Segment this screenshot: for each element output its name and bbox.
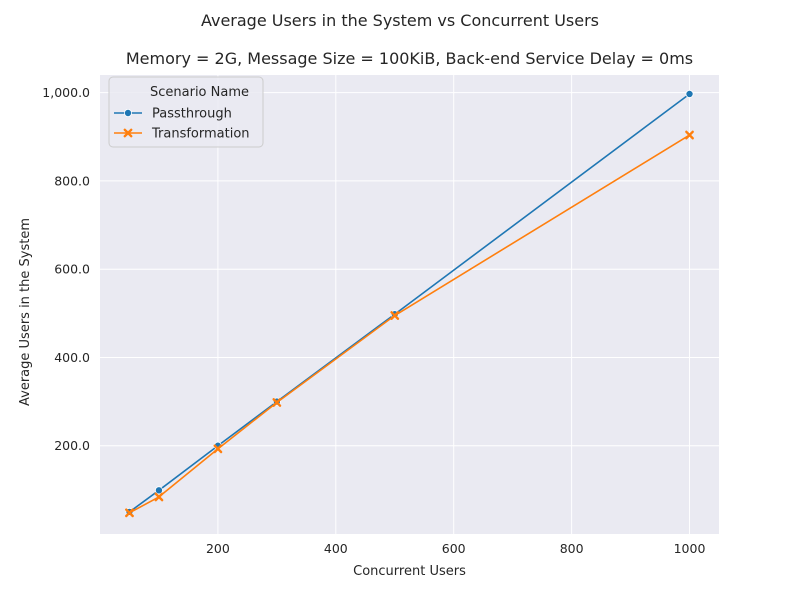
passthrough-point [154, 486, 163, 495]
x-tick-label: 1000 [674, 541, 706, 556]
transformation-point [272, 398, 282, 407]
legend-marker-transformation [123, 128, 133, 138]
series-transformation [125, 130, 694, 518]
y-axis-label: Average Users in the System [18, 218, 33, 406]
legend-item-passthrough[interactable]: Passthrough [114, 107, 232, 122]
legend-label-transformation: Transformation [151, 127, 250, 142]
legend-box [108, 76, 264, 148]
x-axis: 200 400 600 800 1000 [206, 541, 706, 556]
y-tick-label: 800.0 [54, 173, 90, 188]
legend-label-passthrough: Passthrough [152, 107, 232, 122]
x-tick-label: 800 [560, 541, 584, 556]
transformation-point [154, 492, 164, 502]
legend-item-transformation[interactable]: Transformation [114, 127, 250, 142]
figure-title: Average Users in the System vs Concurren… [201, 11, 599, 30]
x-tick-label: 400 [324, 541, 348, 556]
passthrough-line [129, 93, 690, 513]
grid-lines [100, 75, 719, 534]
x-tick-label: 200 [206, 541, 230, 556]
transformation-point [685, 130, 694, 140]
passthrough-point [685, 89, 694, 98]
y-tick-label: 1,000.0 [42, 85, 90, 100]
transformation-point [213, 444, 223, 454]
legend[interactable]: Scenario Name Passthrough Transformation [108, 76, 264, 148]
transformation-point [390, 311, 400, 320]
x-tick-label: 600 [442, 541, 466, 556]
y-tick-label: 400.0 [54, 350, 90, 365]
y-tick-label: 200.0 [54, 438, 90, 453]
chart-title: Memory = 2G, Message Size = 100KiB, Back… [126, 49, 693, 68]
legend-marker-passthrough [124, 109, 133, 118]
y-tick-label: 600.0 [54, 262, 90, 277]
legend-title: Scenario Name [150, 85, 249, 100]
x-axis-label: Concurrent Users [353, 564, 466, 579]
series-lines [125, 89, 694, 518]
transformation-point [125, 508, 134, 518]
transformation-line [129, 134, 690, 514]
y-axis: 200.0 400.0 600.0 800.0 1,000.0 [42, 85, 90, 453]
